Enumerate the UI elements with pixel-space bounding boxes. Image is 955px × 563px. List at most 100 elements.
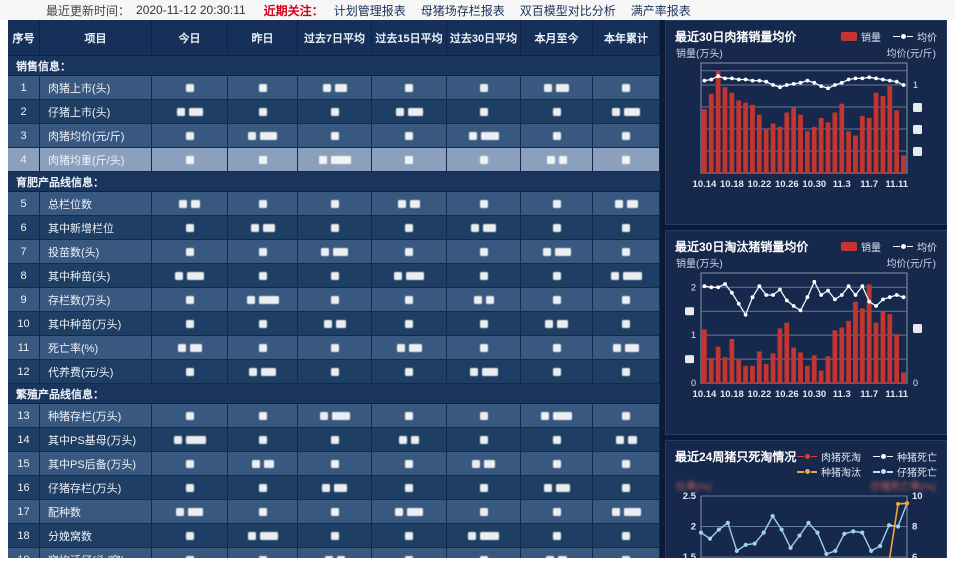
column-header: 今日: [152, 20, 228, 56]
topbar-report-link[interactable]: 计划管理报表: [333, 3, 406, 18]
row-number: 18: [8, 524, 40, 547]
value-cell-redacted: [521, 336, 593, 359]
value-cell-redacted: [521, 524, 593, 547]
column-header: 本年累计: [593, 20, 660, 56]
chart-title: 最近24周猪只死淘情况: [675, 449, 797, 464]
table-row[interactable]: 4 肉猪均重(斤/头): [8, 148, 660, 172]
value-cell-redacted: [593, 148, 660, 171]
redacted-value: [613, 343, 621, 352]
table-row[interactable]: 11 死亡率(%): [8, 336, 660, 360]
redacted-value: [324, 555, 333, 558]
svg-text:10.30: 10.30: [802, 389, 826, 400]
legend-item-breeder-cull[interactable]: 种猪淘汰: [797, 464, 861, 479]
legend-item-breeder-death[interactable]: 种猪死亡: [873, 449, 937, 464]
row-number: 17: [8, 500, 40, 523]
value-cell-redacted: [593, 216, 660, 239]
redacted-value: [405, 459, 413, 468]
table-row[interactable]: 3 肉猪均价(元/斤): [8, 124, 660, 148]
value-cell-redacted: [298, 500, 372, 523]
redacted-value: [483, 223, 496, 232]
table-row[interactable]: 13 种猪存栏(万头): [8, 404, 660, 428]
redacted-value: [185, 411, 194, 420]
table-row[interactable]: 19窝均活仔(头/窝): [8, 548, 660, 558]
value-cell-redacted: [228, 360, 298, 383]
redacted-value: [622, 319, 630, 328]
redacted-value: [623, 507, 641, 516]
column-header: 序号: [8, 20, 40, 56]
kpi-table: 序号 项目 今日 昨日 过去7日平均 过去15日平均 过去30日平均 本月至今 本年累计 销售信…: [8, 20, 660, 558]
legend-item-piglet-death[interactable]: 仔猪死亡: [873, 464, 937, 479]
topbar-report-link[interactable]: 满产率报表: [630, 3, 691, 18]
redacted-value: [541, 411, 549, 420]
value-cell-redacted: [521, 428, 593, 451]
table-row[interactable]: 1 肉猪上市(头): [8, 76, 660, 100]
svg-text:0: 0: [691, 378, 696, 388]
legend-label: 肉猪死淘: [821, 452, 861, 464]
redacted-value: [485, 295, 494, 304]
topbar-report-link[interactable]: 双百模型对比分析: [519, 3, 616, 18]
table-row[interactable]: 2 仔猪上市(头): [8, 100, 660, 124]
value-cell-redacted: [593, 428, 660, 451]
left-axis-title: 销量(万头): [676, 258, 723, 270]
redacted-value: [481, 367, 498, 376]
table-row[interactable]: 15 其中PS后备(万头): [8, 452, 660, 476]
redacted-value: [258, 83, 267, 92]
table-row[interactable]: 18 分娩窝数: [8, 524, 660, 548]
table-row[interactable]: 14 其中PS基母(万头): [8, 428, 660, 452]
redacted-value: [185, 155, 194, 164]
legend-item-sales[interactable]: 销量: [841, 29, 881, 44]
redacted-value: [479, 483, 488, 492]
table-row[interactable]: 10 其中种苗(万头): [8, 312, 660, 336]
redacted-value: [247, 531, 256, 540]
table-row[interactable]: 9 存栏数(万头): [8, 288, 660, 312]
value-cell-redacted: [228, 216, 298, 239]
row-number: 10: [8, 312, 40, 335]
row-label: 其中种苗(头): [40, 264, 152, 287]
svg-text:10.30: 10.30: [802, 179, 826, 190]
value-cell-redacted: [521, 76, 593, 99]
topbar-report-link[interactable]: 母猪场存栏报表: [420, 3, 505, 18]
table-row[interactable]: 17 配种数: [8, 500, 660, 524]
redacted-value: [622, 155, 630, 164]
redacted-value: [405, 223, 413, 232]
value-cell-redacted: [298, 240, 372, 263]
value-cell-redacted: [298, 428, 372, 451]
table-row[interactable]: 16 仔猪存栏(万头): [8, 476, 660, 500]
svg-text:10.22: 10.22: [747, 389, 771, 400]
value-cell-redacted: [228, 404, 298, 427]
value-cell-redacted: [298, 524, 372, 547]
legend-item-avg-price[interactable]: 均价: [893, 239, 937, 254]
redacted-value: [622, 483, 630, 492]
table-row[interactable]: 5 总栏位数: [8, 192, 660, 216]
row-label: 肉猪上市(头): [40, 76, 152, 99]
redacted-value: [330, 531, 339, 540]
legend-item-sales[interactable]: 销量: [841, 239, 881, 254]
redacted-value: [261, 367, 276, 376]
redacted-value: [333, 247, 348, 256]
redacted-value: [260, 131, 277, 140]
svg-text:2: 2: [691, 522, 696, 533]
table-row[interactable]: 6 其中新增栏位: [8, 216, 660, 240]
redacted-value: [175, 271, 183, 280]
redacted-value: [188, 107, 203, 116]
table-row[interactable]: 8 其中种苗(头): [8, 264, 660, 288]
redacted-value: [330, 223, 339, 232]
value-cell-redacted: [593, 312, 660, 335]
redacted-value: [614, 199, 623, 208]
legend-item-avg-price[interactable]: 均价: [893, 29, 937, 44]
svg-text:0: 0: [913, 378, 918, 388]
redacted-value: [318, 155, 327, 164]
row-label: 分娩窝数: [40, 524, 152, 547]
value-cell-redacted: [228, 548, 298, 558]
svg-text:10.14: 10.14: [693, 389, 717, 400]
redacted-value: [552, 343, 561, 352]
value-cell-redacted: [372, 476, 447, 499]
value-cell-redacted: [521, 264, 593, 287]
value-cell-redacted: [298, 360, 372, 383]
table-row[interactable]: 7 投苗数(头): [8, 240, 660, 264]
value-cell-redacted: [298, 548, 372, 558]
redacted-value: [552, 107, 561, 116]
legend-item-fattener-loss[interactable]: 肉猪死淘: [797, 449, 861, 464]
redacted-value: [185, 483, 194, 492]
table-row[interactable]: 12 代养费(元/头): [8, 360, 660, 384]
